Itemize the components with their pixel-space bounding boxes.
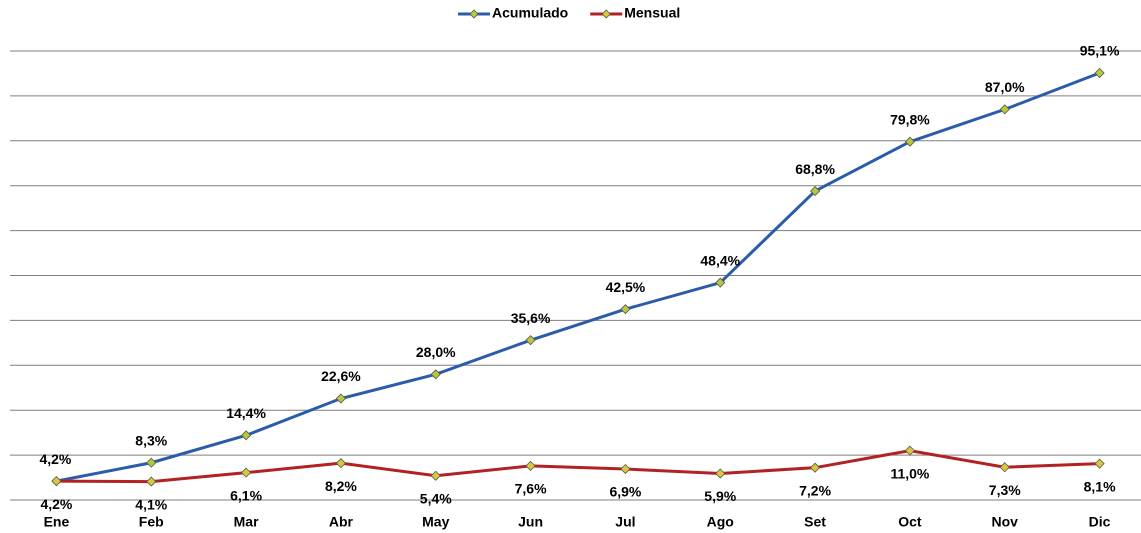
series-line — [56, 449, 1100, 484]
point-marker — [1094, 67, 1105, 79]
point-marker — [146, 476, 157, 487]
point-marker — [999, 462, 1010, 473]
point-marker — [430, 470, 441, 481]
data-label: 14,4% — [226, 405, 266, 421]
point-marker — [904, 445, 915, 456]
data-label: 7,2% — [799, 482, 831, 498]
data-label: 8,3% — [135, 432, 167, 448]
point-marker — [525, 335, 536, 346]
x-tick-label: Oct — [898, 514, 922, 530]
data-label: 6,1% — [230, 487, 262, 503]
x-tick-label: May — [422, 514, 449, 530]
data-label: 6,9% — [609, 484, 641, 500]
x-tick-label: Mar — [234, 514, 259, 530]
point-marker — [51, 476, 62, 487]
point-marker — [620, 463, 631, 475]
data-label: 8,2% — [325, 478, 357, 494]
point-marker — [715, 468, 726, 479]
data-label: 28,0% — [416, 344, 456, 360]
series-line — [56, 71, 1101, 483]
point-marker — [1094, 458, 1105, 469]
data-label: 35,6% — [511, 310, 551, 326]
data-label: 95,1% — [1080, 43, 1120, 59]
x-tick-label: Ago — [707, 514, 734, 530]
point-marker — [620, 304, 631, 315]
data-label: 7,3% — [989, 482, 1021, 498]
point-marker — [999, 104, 1010, 115]
point-marker — [241, 430, 252, 441]
point-marker — [241, 467, 252, 478]
point-marker — [810, 186, 821, 197]
x-tick-label: Nov — [992, 514, 1019, 530]
legend-label: Acumulado — [492, 5, 568, 21]
point-marker — [335, 393, 346, 404]
point-marker — [810, 462, 821, 473]
x-tick-label: Jul — [615, 514, 635, 530]
x-tick-label: Dic — [1089, 514, 1111, 530]
x-tick-label: Ene — [44, 514, 70, 530]
data-label: 79,8% — [890, 111, 930, 127]
point-marker — [715, 277, 726, 288]
x-tick-label: Jun — [518, 514, 543, 530]
data-label: 48,4% — [700, 252, 740, 268]
data-label: 22,6% — [321, 368, 361, 384]
point-marker — [146, 457, 157, 468]
x-tick-label: Abr — [329, 514, 354, 530]
point-marker — [904, 136, 915, 147]
point-marker — [430, 369, 441, 380]
data-label: 4,2% — [40, 496, 72, 512]
data-label: 5,4% — [420, 490, 452, 506]
x-tick-label: Feb — [139, 514, 164, 530]
data-label: 4,1% — [135, 496, 167, 512]
data-label: 68,8% — [795, 161, 835, 177]
data-label: 87,0% — [985, 79, 1025, 95]
legend-marker — [601, 9, 611, 19]
x-tick-label: Set — [804, 514, 826, 530]
data-label: 11,0% — [890, 465, 929, 481]
data-label: 4,2% — [39, 451, 71, 467]
data-label: 5,9% — [704, 488, 736, 504]
point-marker — [525, 460, 536, 471]
data-label: 8,1% — [1084, 478, 1116, 494]
data-label: 7,6% — [515, 481, 547, 497]
data-label: 42,5% — [606, 279, 646, 295]
legend-marker — [469, 9, 479, 19]
legend-label: Mensual — [624, 5, 680, 21]
point-marker — [335, 458, 346, 469]
